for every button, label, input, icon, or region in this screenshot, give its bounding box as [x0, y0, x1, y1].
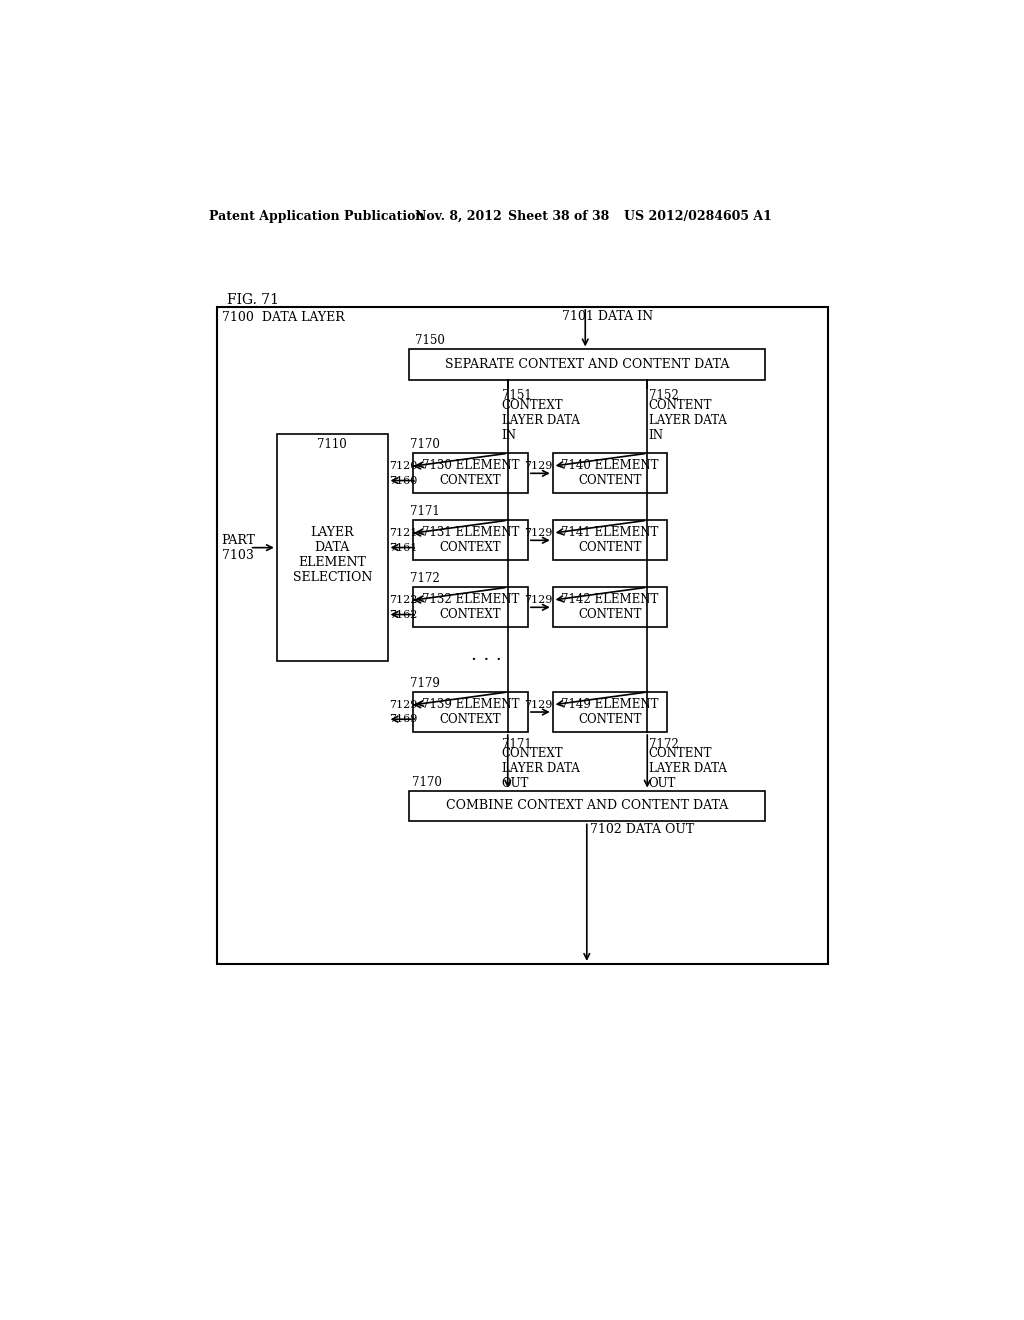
Bar [553, 520, 668, 561]
Text: Patent Application Publication: Patent Application Publication [209, 210, 425, 223]
Bar [553, 453, 668, 494]
Text: 7149 ELEMENT
CONTENT: 7149 ELEMENT CONTENT [561, 698, 658, 726]
Text: 7170: 7170 [410, 438, 440, 451]
Text: CONTENT
LAYER DATA
IN: CONTENT LAYER DATA IN [649, 399, 727, 442]
Text: 7132 ELEMENT
CONTEXT: 7132 ELEMENT CONTEXT [422, 593, 519, 622]
Text: CONTEXT
LAYER DATA
IN: CONTEXT LAYER DATA IN [502, 399, 580, 442]
Text: 7101 DATA IN: 7101 DATA IN [562, 310, 653, 323]
Text: LAYER
DATA
ELEMENT
SELECTION: LAYER DATA ELEMENT SELECTION [293, 527, 372, 585]
Text: 7172: 7172 [649, 738, 679, 751]
Text: 7110: 7110 [317, 438, 347, 451]
Text: 7139 ELEMENT
CONTEXT: 7139 ELEMENT CONTEXT [422, 698, 519, 726]
Text: 7121: 7121 [389, 528, 418, 539]
Bar [217, 308, 827, 964]
Text: 7129: 7129 [524, 528, 552, 539]
Text: 7171: 7171 [410, 506, 440, 519]
Text: 7171: 7171 [502, 738, 531, 751]
Bar [409, 350, 765, 380]
Text: 7100  DATA LAYER: 7100 DATA LAYER [222, 312, 344, 325]
Text: PART
7103: PART 7103 [222, 533, 256, 561]
Text: 7129: 7129 [524, 462, 552, 471]
Text: 7172: 7172 [410, 573, 440, 585]
Text: 7131 ELEMENT
CONTEXT: 7131 ELEMENT CONTEXT [422, 527, 519, 554]
Bar [409, 791, 765, 821]
Bar [414, 453, 528, 494]
Text: 7122: 7122 [389, 595, 418, 605]
Text: 7170: 7170 [412, 776, 441, 788]
Bar [553, 587, 668, 627]
Text: CONTEXT
LAYER DATA
OUT: CONTEXT LAYER DATA OUT [502, 747, 580, 791]
Text: 7151: 7151 [502, 389, 531, 403]
Bar [276, 434, 388, 661]
Text: 7141 ELEMENT
CONTENT: 7141 ELEMENT CONTENT [561, 527, 658, 554]
Text: 7150: 7150 [415, 334, 444, 347]
Bar [414, 587, 528, 627]
Text: CONTENT
LAYER DATA
OUT: CONTENT LAYER DATA OUT [649, 747, 727, 791]
Text: 7152: 7152 [649, 389, 679, 403]
Text: Sheet 38 of 38: Sheet 38 of 38 [508, 210, 609, 223]
Text: · · ·: · · · [471, 651, 502, 669]
Text: 7160: 7160 [389, 475, 418, 486]
Text: 7169: 7169 [389, 714, 418, 725]
Text: 7129: 7129 [389, 700, 418, 710]
Bar [414, 692, 528, 733]
Text: 7142 ELEMENT
CONTENT: 7142 ELEMENT CONTENT [561, 593, 658, 622]
Text: Nov. 8, 2012: Nov. 8, 2012 [415, 210, 502, 223]
Text: 7161: 7161 [389, 543, 418, 553]
Text: 7129: 7129 [524, 700, 552, 710]
Text: 7140 ELEMENT
CONTENT: 7140 ELEMENT CONTENT [561, 459, 658, 487]
Text: SEPARATE CONTEXT AND CONTENT DATA: SEPARATE CONTEXT AND CONTENT DATA [444, 358, 729, 371]
Text: FIG. 71: FIG. 71 [227, 293, 280, 308]
Text: US 2012/0284605 A1: US 2012/0284605 A1 [624, 210, 772, 223]
Text: 7120: 7120 [389, 461, 418, 471]
Text: COMBINE CONTEXT AND CONTENT DATA: COMBINE CONTEXT AND CONTENT DATA [445, 800, 728, 813]
Text: 7179: 7179 [410, 677, 440, 690]
Text: 7102 DATA OUT: 7102 DATA OUT [590, 822, 694, 836]
Bar [553, 692, 668, 733]
Text: 7162: 7162 [389, 610, 418, 619]
Text: 7129: 7129 [524, 595, 552, 606]
Text: 7130 ELEMENT
CONTEXT: 7130 ELEMENT CONTEXT [422, 459, 519, 487]
Bar [414, 520, 528, 561]
